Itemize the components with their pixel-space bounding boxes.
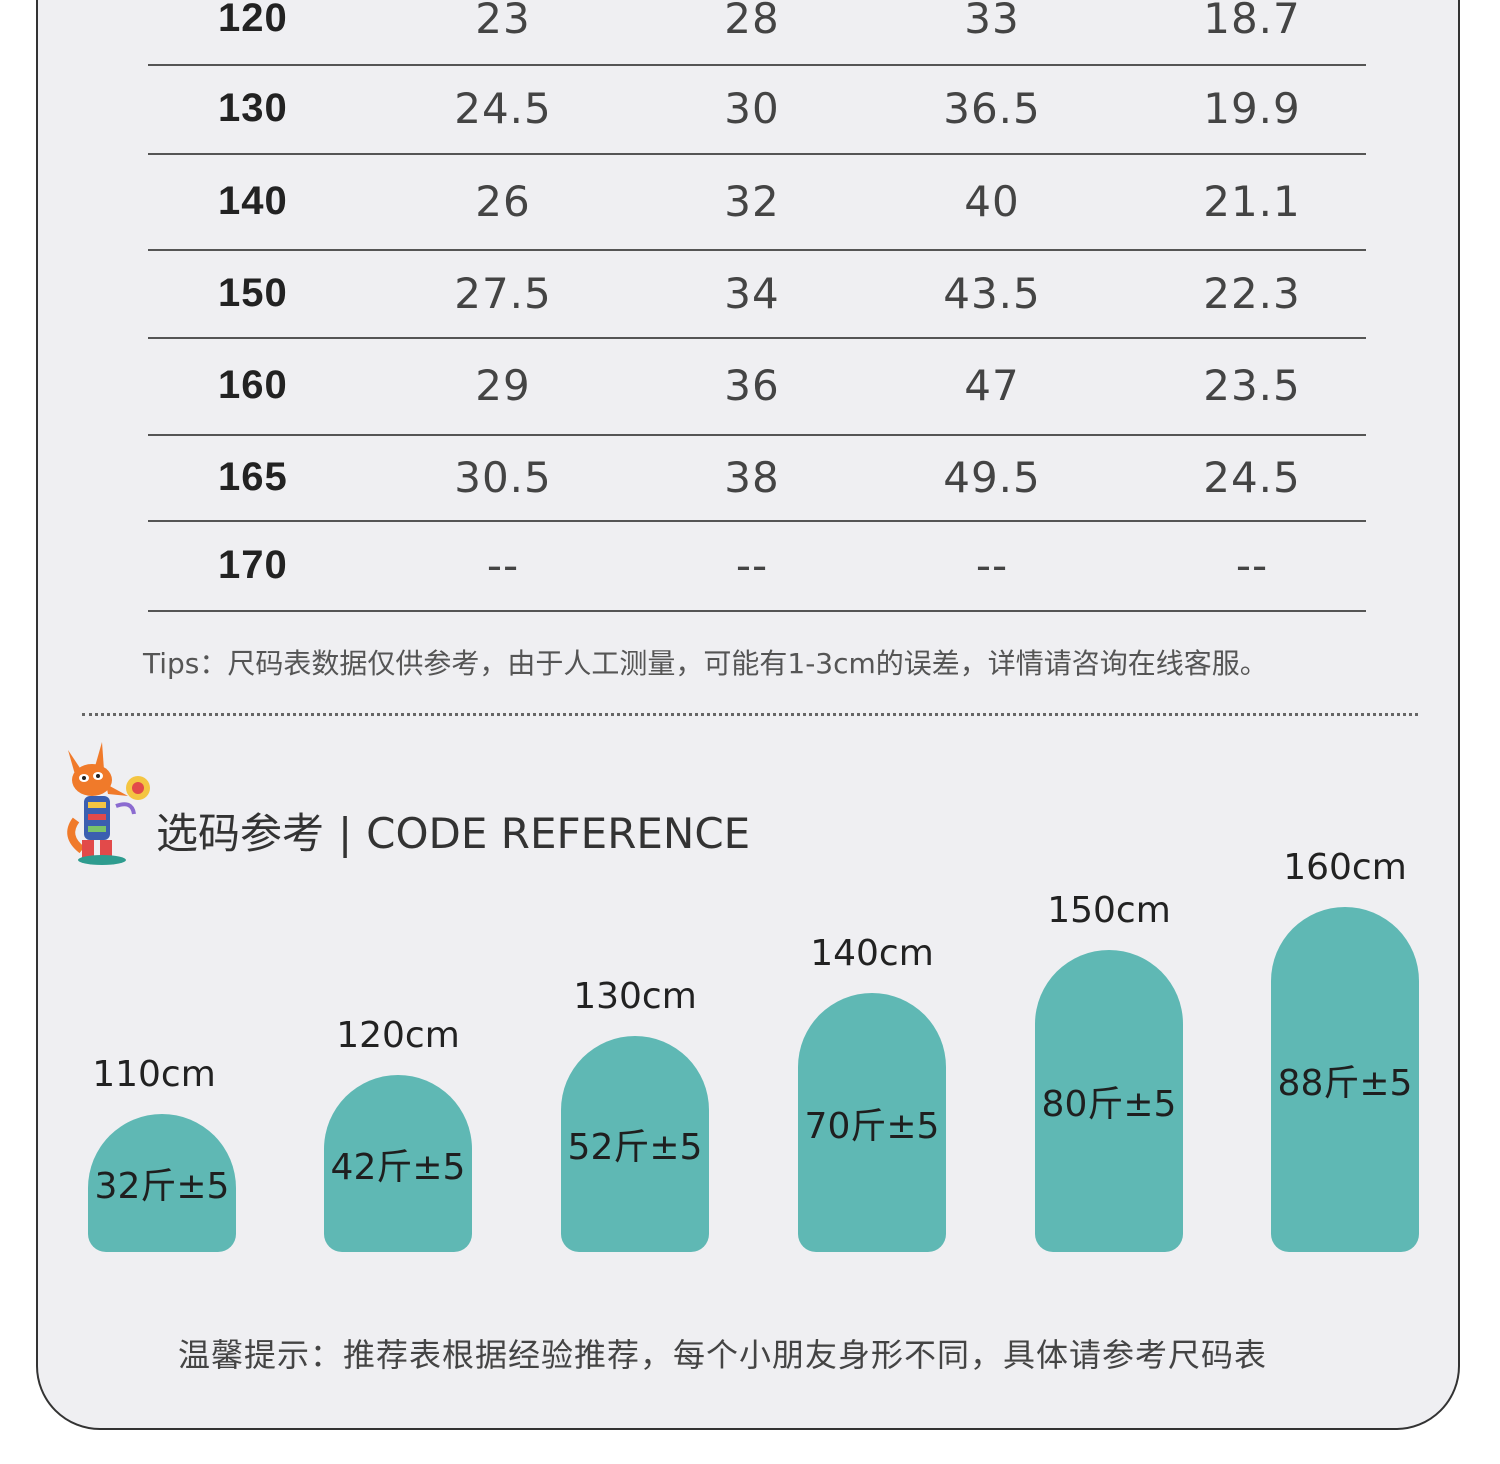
size-cell: 130 bbox=[218, 86, 288, 130]
height-label: 160cm bbox=[1283, 847, 1407, 888]
table-row: 140 26 32 40 21.1 bbox=[148, 153, 1366, 251]
measurement-cell: 23 bbox=[475, 0, 531, 43]
measurement-cell: 33 bbox=[964, 0, 1020, 43]
dotted-divider bbox=[82, 713, 1418, 716]
measurement-cell: 23.5 bbox=[1203, 361, 1301, 410]
size-cell: 160 bbox=[218, 363, 288, 407]
measurement-cell: -- bbox=[735, 540, 769, 590]
reference-bar: 42斤±5 bbox=[324, 1075, 472, 1252]
measurement-cell: 43.5 bbox=[943, 268, 1041, 318]
reference-bar: 70斤±5 bbox=[798, 993, 946, 1252]
measurement-cell: 30.5 bbox=[454, 452, 552, 502]
table-row: 120 23 28 33 18.7 bbox=[148, 0, 1366, 66]
measurement-cell: -- bbox=[1235, 540, 1269, 590]
weight-label: 70斤±5 bbox=[804, 1105, 940, 1147]
measurement-cell: 49.5 bbox=[943, 452, 1041, 502]
section-title-en: CODE REFERENCE bbox=[366, 809, 751, 858]
size-cell: 120 bbox=[218, 0, 288, 40]
measurement-cell: 36.5 bbox=[943, 84, 1041, 133]
measurement-cell: 36 bbox=[724, 361, 780, 410]
measurement-cell: 30 bbox=[724, 84, 780, 133]
reference-bar: 88斤±5 bbox=[1271, 907, 1419, 1252]
measurement-cell: 24.5 bbox=[454, 84, 552, 133]
reference-bar: 52斤±5 bbox=[561, 1036, 709, 1252]
measurement-cell: -- bbox=[486, 540, 520, 590]
measurement-cell: 19.9 bbox=[1203, 84, 1301, 133]
height-label: 140cm bbox=[810, 933, 934, 974]
measurement-cell: 34 bbox=[724, 268, 780, 318]
height-label: 130cm bbox=[573, 976, 697, 1017]
measurement-cell: 40 bbox=[964, 176, 1020, 226]
table-row: 130 24.5 30 36.5 19.9 bbox=[148, 64, 1366, 155]
table-row: 150 27.5 34 43.5 22.3 bbox=[148, 249, 1366, 339]
size-cell: 150 bbox=[218, 270, 288, 315]
measurement-cell: 26 bbox=[475, 176, 531, 226]
measurement-cell: 29 bbox=[475, 361, 531, 410]
weight-label: 88斤±5 bbox=[1277, 1062, 1413, 1104]
height-label: 110cm bbox=[92, 1054, 216, 1095]
size-cell: 165 bbox=[218, 454, 288, 499]
measurement-cell: 22.3 bbox=[1203, 268, 1301, 318]
weight-label: 80斤±5 bbox=[1041, 1084, 1177, 1125]
reference-bar: 80斤±5 bbox=[1035, 950, 1183, 1252]
measurement-cell: 32 bbox=[724, 176, 780, 226]
weight-label: 42斤±5 bbox=[330, 1146, 466, 1188]
weight-label: 52斤±5 bbox=[567, 1127, 703, 1168]
fox-mascot-icon bbox=[67, 742, 150, 865]
table-row: 160 29 36 47 23.5 bbox=[148, 337, 1366, 436]
measurement-cell: -- bbox=[975, 540, 1009, 590]
footer-tip: 温馨提示：推荐表根据经验推荐，每个小朋友身形不同，具体请参考尺码表 bbox=[178, 1336, 1268, 1374]
section-title: 选码参考 | CODE REFERENCE bbox=[156, 800, 750, 861]
section-title-separator: | bbox=[338, 809, 353, 858]
height-label: 150cm bbox=[1047, 890, 1171, 931]
measurement-cell: 18.7 bbox=[1203, 0, 1301, 43]
section-title-cn: 选码参考 bbox=[156, 809, 325, 858]
measurement-cell: 38 bbox=[724, 452, 780, 502]
reference-bar: 32斤±5 bbox=[88, 1114, 236, 1252]
measurement-cell: 21.1 bbox=[1203, 176, 1301, 226]
measurement-cell: 28 bbox=[724, 0, 780, 43]
weight-label: 32斤±5 bbox=[94, 1166, 230, 1207]
table-row: 170 -- -- -- -- bbox=[148, 520, 1366, 612]
height-label: 120cm bbox=[336, 1015, 460, 1056]
tips-text: Tips：尺码表数据仅供参考，由于人工测量，可能有1-3cm的误差，详情请咨询在… bbox=[143, 647, 1268, 680]
size-cell: 170 bbox=[218, 542, 288, 587]
measurement-cell: 27.5 bbox=[454, 268, 552, 318]
measurement-cell: 24.5 bbox=[1203, 452, 1301, 502]
measurement-cell: 47 bbox=[964, 361, 1020, 410]
table-row: 165 30.5 38 49.5 24.5 bbox=[148, 434, 1366, 522]
size-cell: 140 bbox=[218, 178, 288, 223]
